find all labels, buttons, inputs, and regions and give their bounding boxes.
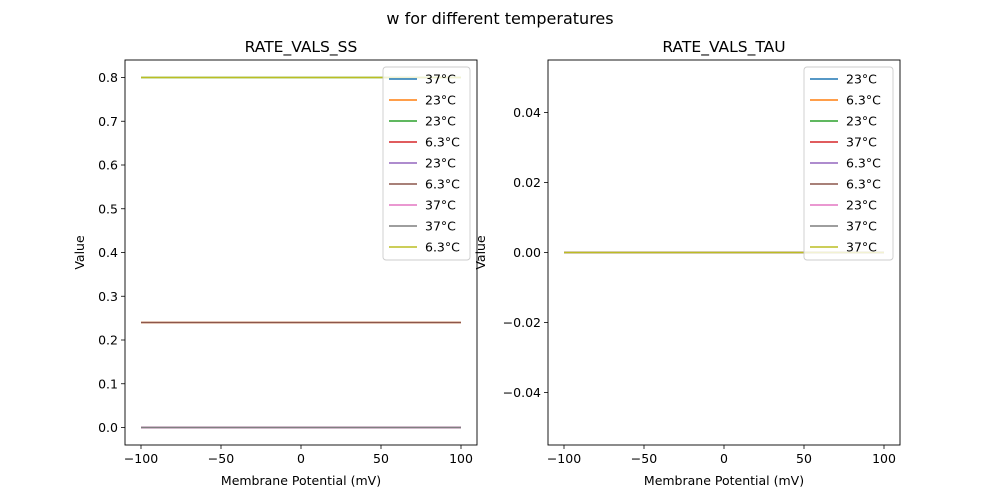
y-tick-label: 0.7 (98, 114, 118, 129)
legend-label: 6.3°C (846, 93, 881, 108)
y-tick-label: 0.8 (98, 70, 118, 85)
subplot-rate-vals-tau: RATE_VALS_TAU −100 −50 0 50 100 −0.04 −0.02 0.00… (473, 38, 901, 488)
legend-label: 23°C (846, 72, 877, 87)
y-tick-label: −0.04 (503, 385, 541, 400)
y-tick-label: 0.6 (98, 158, 118, 173)
legend-label: 23°C (846, 114, 877, 129)
y-tick-label: −0.02 (503, 315, 541, 330)
y-tick-label: 0.2 (98, 333, 118, 348)
legend-box (382, 66, 471, 261)
subplot-rate-vals-ss: RATE_VALS_SS −100 −50 0 50 100 0.0 0.1 0.2 0.3 0.4… (72, 38, 478, 488)
x-tick-label: 50 (796, 451, 812, 466)
chart-title: RATE_VALS_SS (245, 38, 358, 57)
y-tick-label: 0.04 (513, 105, 541, 120)
legend-label: 23°C (425, 93, 456, 108)
x-tick-label: −50 (208, 451, 234, 466)
y-axis-label: Value (473, 235, 488, 270)
legend-label: 23°C (846, 198, 877, 213)
legend-label: 6.3°C (846, 177, 881, 192)
y-tick-label: 0.3 (98, 289, 118, 304)
y-tick-label: 0.0 (98, 420, 118, 435)
x-tick-label: 50 (373, 451, 389, 466)
chart-title: RATE_VALS_TAU (662, 38, 785, 57)
legend-label: 23°C (425, 156, 456, 171)
x-tick-label: 0 (720, 451, 728, 466)
y-tick-label: 0.5 (98, 201, 118, 216)
figure-suptitle: w for different temperatures (386, 9, 613, 28)
y-tick-label: 0.02 (513, 175, 541, 190)
legend-label: 37°C (425, 219, 456, 234)
legend-label: 6.3°C (425, 240, 460, 255)
x-tick-label: 0 (297, 451, 305, 466)
legend-label: 37°C (425, 198, 456, 213)
x-tick-label: −100 (124, 451, 158, 466)
legend-label: 23°C (425, 114, 456, 129)
x-tick-label: 100 (872, 451, 896, 466)
x-tick-label: 100 (449, 451, 473, 466)
legend-label: 6.3°C (425, 177, 460, 192)
legend-label: 6.3°C (846, 156, 881, 171)
y-tick-label: 0.00 (513, 245, 541, 260)
y-tick-label: 0.1 (98, 376, 118, 391)
y-axis-label: Value (72, 235, 87, 270)
legend-label: 37°C (425, 72, 456, 87)
legend-label: 37°C (846, 135, 877, 150)
x-tick-label: −50 (631, 451, 657, 466)
x-axis-label: Membrane Potential (mV) (644, 473, 804, 488)
y-tick-label: 0.4 (98, 245, 118, 260)
x-axis-label: Membrane Potential (mV) (221, 473, 381, 488)
x-tick-label: −100 (547, 451, 581, 466)
legend-label: 6.3°C (425, 135, 460, 150)
legend-label: 37°C (846, 219, 877, 234)
legend-label: 37°C (846, 240, 877, 255)
legend-box (803, 66, 894, 261)
